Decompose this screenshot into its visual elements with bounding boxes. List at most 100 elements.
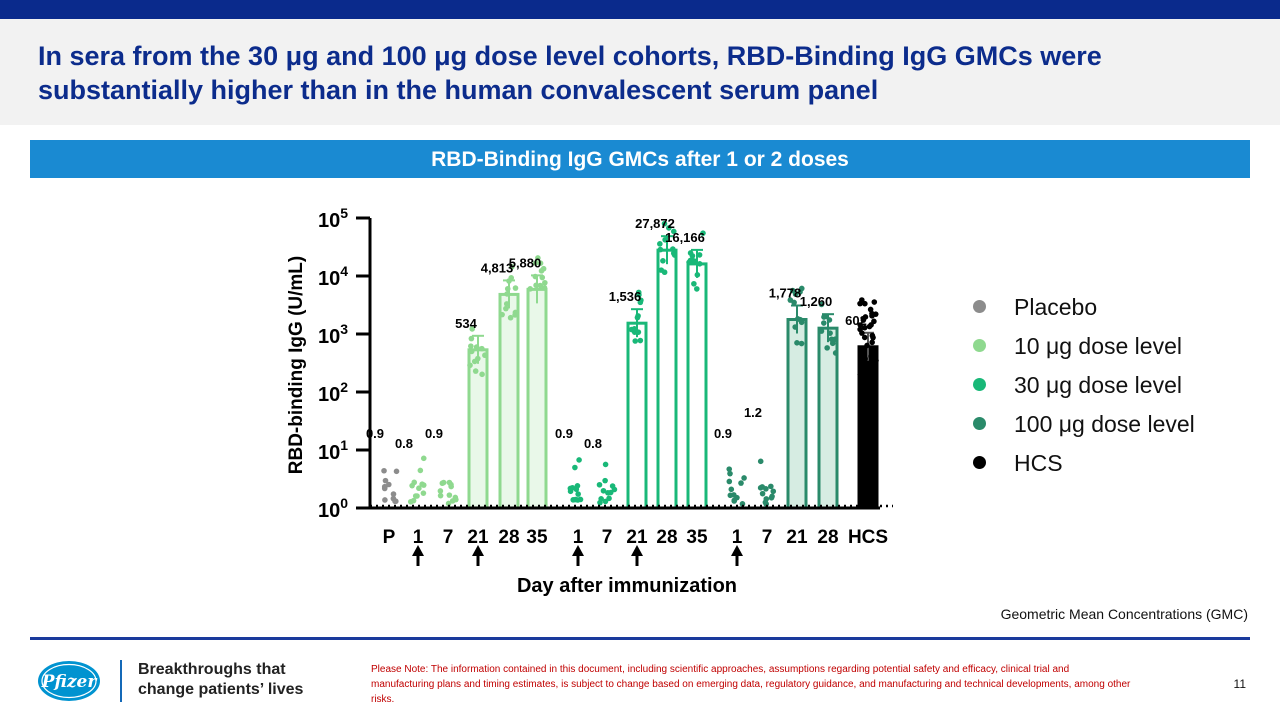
dose-arrow-head (472, 545, 484, 556)
data-point (738, 480, 744, 486)
data-point (818, 328, 825, 334)
page-number: 11 (1233, 677, 1246, 691)
data-point (575, 491, 581, 497)
data-point (635, 329, 642, 335)
data-point (770, 488, 777, 495)
data-point (632, 338, 639, 344)
data-point (827, 330, 833, 336)
bar (626, 321, 648, 510)
data-point (537, 260, 544, 266)
data-point (479, 371, 485, 378)
y-tick-label: 105 (318, 205, 348, 232)
slide-title: In sera from the 30 μg and 100 μg dose l… (38, 41, 1102, 105)
dose-arrow-head (412, 545, 424, 556)
data-point (631, 326, 638, 332)
data-point (473, 344, 480, 350)
data-point (412, 493, 419, 499)
data-point (448, 483, 454, 490)
data-point (385, 481, 392, 488)
chart-banner-text: RBD-Binding IgG GMCs after 1 or 2 doses (431, 148, 849, 171)
data-point (611, 486, 618, 493)
data-label: 5,880 (509, 255, 542, 270)
data-point (532, 260, 539, 266)
legend-label-30ug: 30 μg dose level (1014, 372, 1182, 398)
data-point (416, 485, 422, 492)
data-point (572, 464, 578, 471)
data-point (864, 361, 871, 368)
data-point (390, 491, 397, 497)
data-point (468, 348, 475, 355)
data-point (700, 230, 706, 236)
y-tick-label: 103 (318, 321, 348, 348)
dose-arrow-head (631, 545, 643, 556)
data-point (727, 470, 733, 477)
data-point (420, 482, 427, 488)
data-point (472, 368, 479, 374)
data-point (533, 282, 539, 289)
disclaimer-text: Please Note: The information contained i… (371, 664, 1131, 705)
data-label: 534 (455, 316, 477, 331)
legend-marker-10ug (973, 339, 986, 352)
data-point (468, 335, 475, 342)
data-point (866, 323, 873, 330)
data-point (860, 317, 867, 323)
data-point (666, 225, 672, 231)
data-point (567, 488, 574, 495)
dose-arrow-head (731, 545, 743, 556)
data-point (512, 285, 519, 291)
data-point (499, 311, 505, 318)
data-point (541, 284, 548, 291)
data-point (638, 297, 644, 304)
bar (656, 248, 678, 510)
y-tick-label: 101 (318, 437, 348, 464)
data-point (504, 291, 510, 297)
data-point (864, 342, 870, 349)
data-point (868, 353, 875, 360)
legend-marker-placebo (973, 300, 986, 313)
x-tick-label: 35 (686, 527, 708, 548)
x-tick-label: 28 (656, 527, 677, 548)
data-point (726, 466, 733, 472)
data-label: 1,778 (769, 286, 802, 301)
chart-banner: RBD-Binding IgG GMCs after 1 or 2 doses (30, 140, 1250, 178)
data-point (824, 345, 830, 351)
data-label: 0.9 (714, 426, 732, 441)
data-point (532, 273, 539, 280)
data-point (727, 492, 734, 499)
data-point (471, 358, 478, 365)
data-point (393, 468, 400, 475)
top-color-bar (0, 0, 1280, 19)
bar (857, 345, 879, 510)
tagline-line-2: change patients’ lives (138, 681, 304, 698)
data-point (507, 314, 514, 321)
data-point (798, 319, 805, 326)
data-point (794, 340, 800, 346)
data-point (539, 274, 546, 281)
data-point (393, 498, 399, 505)
data-point (671, 252, 678, 258)
x-tick-label: 35 (526, 527, 548, 548)
data-label: 0.8 (584, 436, 602, 451)
data-point (503, 305, 509, 312)
data-point (792, 324, 798, 330)
data-point (503, 301, 510, 307)
data-point (741, 475, 747, 481)
data-point (573, 486, 580, 493)
data-label: 27,872 (635, 216, 675, 231)
data-label: 1,536 (609, 289, 642, 304)
data-point (818, 301, 825, 308)
data-point (469, 326, 475, 332)
data-label: 0.9 (555, 426, 573, 441)
data-point (606, 495, 612, 502)
data-point (768, 495, 775, 501)
data-point (797, 289, 803, 295)
data-point (662, 236, 668, 243)
data-point (535, 255, 541, 261)
data-point (382, 497, 388, 503)
data-point (859, 330, 865, 336)
data-point (859, 297, 865, 303)
data-point (792, 291, 799, 297)
gmc-bar-chart: 100 101 102 103 104 105 RBD-binding IgG (U/mL)… (286, 205, 893, 597)
legend-label-placebo: Placebo (1014, 294, 1098, 320)
data-point (859, 350, 866, 357)
